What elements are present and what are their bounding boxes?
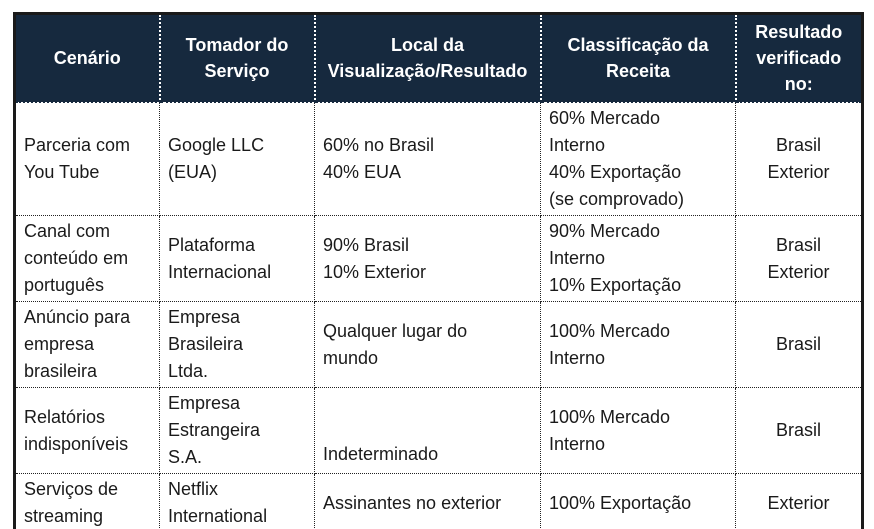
- cell-tomador: Google LLC (EUA): [159, 101, 315, 217]
- cell-local: Indeterminado: [314, 387, 541, 475]
- tax-scenarios-table: Cenário Tomador do Serviço Local da Visu…: [13, 12, 864, 529]
- cell-local: Qualquer lugar do mundo: [314, 301, 541, 389]
- cell-local: Assinantes no exterior: [314, 473, 541, 529]
- header-cell-tomador-do-servico: Tomador do Serviço: [158, 13, 316, 104]
- header-cell-resultado-verificado-no: Resultado verificado no:: [734, 13, 864, 104]
- cell-resultado: Brasil Exterior: [735, 101, 863, 217]
- table-row: Serviços de streaming Netflix Internatio…: [14, 473, 863, 529]
- cell-resultado: Brasil Exterior: [735, 215, 863, 303]
- cell-tomador: Empresa Estrangeira S.A.: [159, 387, 315, 475]
- table-row: Relatórios indisponíveis Empresa Estrang…: [14, 387, 863, 475]
- header-row: Cenário Tomador do Serviço Local da Visu…: [13, 13, 864, 104]
- cell-resultado: Exterior: [735, 473, 863, 529]
- cell-tomador: Plataforma Internacional: [159, 215, 315, 303]
- cell-classificacao: 90% Mercado Interno 10% Exportação: [540, 215, 736, 303]
- cell-cenario: Anúncio para empresa brasileira: [14, 301, 160, 389]
- cell-local: 90% Brasil 10% Exterior: [314, 215, 541, 303]
- table-row: Anúncio para empresa brasileira Empresa …: [14, 301, 863, 389]
- cell-tomador: Empresa Brasileira Ltda.: [159, 301, 315, 389]
- header-cell-cenario: Cenário: [13, 13, 161, 104]
- cell-cenario: Canal com conteúdo em português: [14, 215, 160, 303]
- cell-classificacao: 60% Mercado Interno 40% Exportação (se c…: [540, 101, 736, 217]
- cell-classificacao: 100% Mercado Interno: [540, 301, 736, 389]
- header-cell-local-visualizacao-resultado: Local da Visualização/Resultado: [313, 13, 542, 104]
- cell-cenario: Serviços de streaming: [14, 473, 160, 529]
- cell-local: 60% no Brasil 40% EUA: [314, 101, 541, 217]
- cell-resultado: Brasil: [735, 301, 863, 389]
- cell-tomador: Netflix International: [159, 473, 315, 529]
- cell-classificacao: 100% Mercado Interno: [540, 387, 736, 475]
- cell-cenario: Parceria com You Tube: [14, 101, 160, 217]
- cell-resultado: Brasil: [735, 387, 863, 475]
- cell-classificacao: 100% Exportação: [540, 473, 736, 529]
- table-row: Canal com conteúdo em português Platafor…: [14, 215, 863, 303]
- header-cell-classificacao-da-receita: Classificação da Receita: [539, 13, 737, 104]
- cell-cenario: Relatórios indisponíveis: [14, 387, 160, 475]
- table-row: Parceria com You Tube Google LLC (EUA) 6…: [14, 101, 863, 217]
